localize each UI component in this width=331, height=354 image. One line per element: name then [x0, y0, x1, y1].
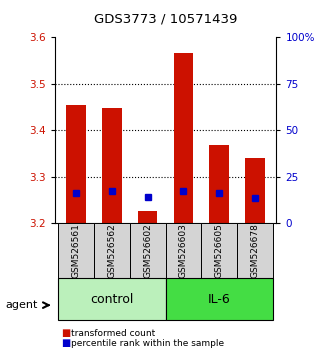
Bar	[173, 53, 193, 223]
Text: GSM526603: GSM526603	[179, 223, 188, 278]
Text: agent: agent	[5, 300, 37, 310]
Text: GSM526602: GSM526602	[143, 223, 152, 278]
Text: control: control	[90, 293, 133, 306]
Bar	[66, 104, 86, 223]
Bar	[237, 223, 273, 278]
Bar	[138, 211, 158, 223]
Bar	[130, 223, 166, 278]
Text: IL-6: IL-6	[208, 293, 230, 306]
Bar	[58, 223, 94, 278]
Bar	[102, 108, 122, 223]
Text: GSM526605: GSM526605	[215, 223, 224, 278]
Text: ■: ■	[61, 329, 71, 338]
Text: percentile rank within the sample: percentile rank within the sample	[71, 339, 224, 348]
Bar	[166, 223, 201, 278]
Text: GSM526678: GSM526678	[251, 223, 260, 278]
Text: GSM526561: GSM526561	[71, 223, 80, 278]
Text: ■: ■	[61, 338, 71, 348]
Bar	[94, 223, 130, 278]
Text: transformed count: transformed count	[71, 329, 156, 338]
Text: GDS3773 / 10571439: GDS3773 / 10571439	[94, 12, 237, 25]
Bar	[201, 223, 237, 278]
Bar	[58, 278, 166, 320]
Bar	[245, 158, 265, 223]
Bar	[209, 145, 229, 223]
Text: GSM526562: GSM526562	[107, 223, 116, 278]
Bar	[166, 278, 273, 320]
